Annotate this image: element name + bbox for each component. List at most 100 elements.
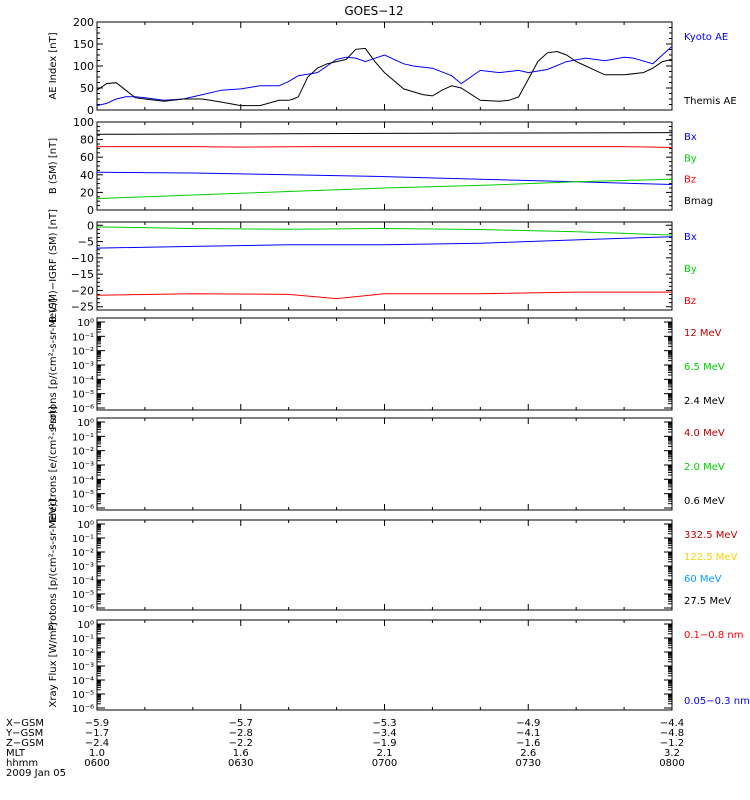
y-tick-label: 10⁻² <box>72 447 94 458</box>
ephemeris-value: 1.0 <box>89 748 105 759</box>
y-tick-label: 10⁻⁵ <box>72 590 94 601</box>
ephemeris-value: −1.2 <box>660 738 684 749</box>
legend-bmag: Bmag <box>684 196 713 207</box>
y-tick-label: 10⁻¹ <box>72 332 94 343</box>
y-tick-label: 0 <box>87 219 94 232</box>
legend-122-5-mev: 122.5 MeV <box>684 552 738 563</box>
y-tick-label: −5 <box>78 236 94 249</box>
y-tick-label: 10⁻⁴ <box>72 475 94 486</box>
y-tick-label: 150 <box>73 38 94 51</box>
ephemeris-value: 1.6 <box>233 748 249 759</box>
y-tick-label: 10⁻⁵ <box>72 490 94 501</box>
y-tick-label: −10 <box>71 252 94 265</box>
legend-bx: Bx <box>684 232 697 243</box>
y-tick-label: 10⁻¹ <box>72 634 94 645</box>
y-tick-label: 10⁰ <box>77 418 94 429</box>
legend-by: By <box>684 264 697 275</box>
ephemeris-value: −2.8 <box>229 728 253 739</box>
ephemeris-label: Y−GSM <box>5 728 43 739</box>
panel-4: Protons [p/(cm²-s-sr-MeV)] 12 MeV 6.5 MeV 2… <box>48 298 725 430</box>
y-axis-label: Xray Flux [W/m²] <box>48 622 59 707</box>
series-line-bmag <box>96 132 673 135</box>
ephemeris-value: 0800 <box>659 758 684 769</box>
series-line-by <box>96 226 673 236</box>
panel-2: B (SM) [nT] Bx By Bz Bmag 0 20 40 60 80 100 <box>48 116 713 217</box>
y-tick-label: 20 <box>80 186 94 199</box>
y-tick-label: −20 <box>71 284 94 297</box>
y-tick-label: 40 <box>80 169 94 182</box>
y-tick-label: 10⁰ <box>77 620 94 631</box>
y-tick-label: 0 <box>87 104 94 117</box>
legend-bz: Bz <box>684 175 696 186</box>
y-tick-label: 200 <box>73 16 94 29</box>
y-tick-label: 10⁻¹ <box>72 432 94 443</box>
panel-7: Xray Flux [W/m²] 0.1−0.8 nm 0.05−0.3 nm 10⁻… <box>48 619 750 715</box>
ephemeris-value: 0730 <box>516 758 541 769</box>
y-tick-label: 10⁻⁵ <box>72 390 94 401</box>
legend-bx: Bx <box>684 132 697 143</box>
y-tick-label: 10⁻² <box>72 548 94 559</box>
ephemeris-value: 2.1 <box>377 748 393 759</box>
ephemeris-value: −4.9 <box>516 718 540 729</box>
series-line-kyoto-ae <box>96 45 673 107</box>
y-tick-label: 10⁻⁶ <box>72 404 94 415</box>
legend-2-0-mev: 2.0 MeV <box>684 462 725 473</box>
panel-3: B (SM)−IGRF (SM) [nT] Bx By Bz 0 −5 −10 −15 −20 −… <box>48 209 697 323</box>
legend-0-6-mev: 0.6 MeV <box>684 496 725 507</box>
y-axis-label: AE Index [nT] <box>48 32 59 99</box>
y-tick-label: 10⁻⁴ <box>72 576 94 587</box>
ephemeris-value: −1.7 <box>85 728 109 739</box>
ephemeris-value: −4.1 <box>516 728 540 739</box>
y-tick-label: 10⁻⁶ <box>72 704 94 715</box>
y-axis-label: Protons [p/(cm²-s-sr-MeV)] <box>48 298 59 430</box>
panel-6: Protons [p/(cm²-s-sr-MeV)] 332.5 MeV 122.5… <box>48 499 738 631</box>
ephemeris-table: X−GSM −5.9 −5.7 −5.3 −4.9 −4.4 Y−GSM −1.7 −2.8 −3… <box>5 718 685 779</box>
legend-12-mev: 12 MeV <box>684 328 722 339</box>
plot-title: GOES−12 <box>344 4 403 18</box>
ephemeris-label: MLT <box>6 748 26 759</box>
y-tick-label: 10⁻³ <box>72 662 94 673</box>
y-tick-label: 10⁻³ <box>72 461 94 472</box>
legend-0-05-0-3-nm: 0.05−0.3 nm <box>684 696 750 707</box>
legend-6-5-mev: 6.5 MeV <box>684 362 725 373</box>
panel-frame <box>96 317 673 411</box>
y-tick-label: 100 <box>73 60 94 73</box>
panel-frame <box>96 417 673 511</box>
ephemeris-value: −5.9 <box>85 718 109 729</box>
y-tick-label: 10⁻² <box>72 648 94 659</box>
panel-frame <box>96 519 673 611</box>
ephemeris-value: −5.7 <box>229 718 253 729</box>
y-axis-label: B (SM)−IGRF (SM) [nT] <box>48 209 59 323</box>
panel-1: AE Index [nT] Kyoto AE Themis AE 0 50 100 150 2… <box>48 16 737 117</box>
series-line-themis-ae <box>96 47 673 107</box>
ephemeris-label: Z−GSM <box>6 738 44 749</box>
series-line-by <box>96 178 673 200</box>
ephemeris-value: −2.2 <box>229 738 253 749</box>
y-tick-label: 10⁰ <box>77 318 94 329</box>
ephemeris-value: 0600 <box>84 758 109 769</box>
ephemeris-label: X−GSM <box>6 718 44 729</box>
series-line-bx <box>96 236 673 249</box>
legend-by: By <box>684 153 697 164</box>
ephemeris-label: hhmm <box>6 758 38 769</box>
ephemeris-value: 0700 <box>372 758 397 769</box>
legend-2-4-mev: 2.4 MeV <box>684 396 725 407</box>
legend-332-5-mev: 332.5 MeV <box>684 530 738 541</box>
ephemeris-date: 2009 Jan 05 <box>6 768 66 779</box>
ephemeris-value: −2.4 <box>85 738 109 749</box>
panel-frame <box>96 121 673 211</box>
y-tick-label: 10⁻³ <box>72 361 94 372</box>
y-tick-label: 0 <box>87 204 94 217</box>
y-tick-label: −25 <box>71 301 94 314</box>
legend-kyoto-ae: Kyoto AE <box>684 32 728 43</box>
legend-0-1-0-8-nm: 0.1−0.8 nm <box>684 630 743 641</box>
y-axis-label: Electrons [e/(cm²-s-sr)] <box>48 406 59 522</box>
ephemeris-value: −1.6 <box>516 738 540 749</box>
legend-27-5-mev: 27.5 MeV <box>684 596 731 607</box>
y-tick-label: 80 <box>80 134 94 147</box>
legend-4-0-mev: 4.0 MeV <box>684 428 725 439</box>
y-tick-label: 100 <box>73 116 94 129</box>
ephemeris-value: −3.4 <box>372 728 396 739</box>
y-tick-label: 10⁻⁶ <box>72 504 94 515</box>
